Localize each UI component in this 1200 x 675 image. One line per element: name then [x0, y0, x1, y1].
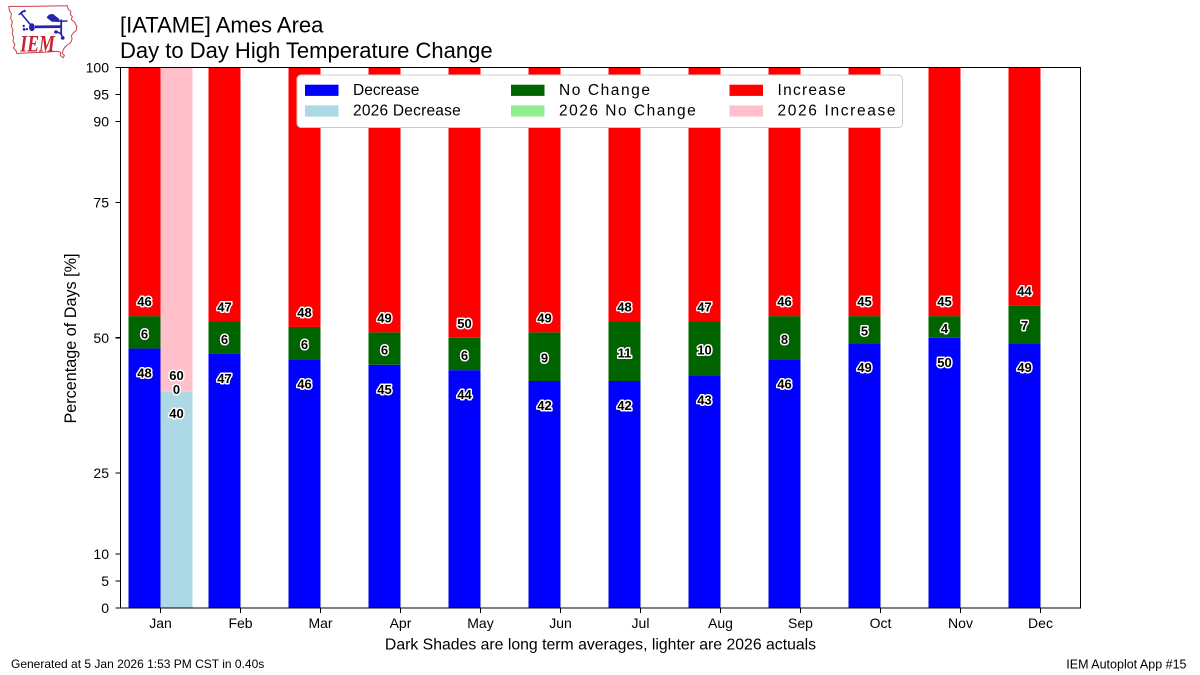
svg-text:95: 95	[93, 87, 109, 103]
svg-text:Jan: Jan	[149, 615, 172, 631]
svg-text:47: 47	[217, 371, 231, 386]
svg-text:2026 Increase: 2026 Increase	[778, 103, 896, 120]
svg-text:11: 11	[618, 345, 632, 360]
svg-text:Apr: Apr	[390, 615, 412, 631]
svg-text:6: 6	[461, 348, 468, 363]
svg-text:No Change: No Change	[559, 82, 650, 99]
svg-text:45: 45	[377, 382, 391, 397]
svg-text:44: 44	[1017, 283, 1032, 298]
svg-text:2026 No Change: 2026 No Change	[559, 103, 696, 120]
svg-text:10: 10	[697, 343, 711, 358]
svg-text:49: 49	[1017, 360, 1031, 375]
svg-text:IEM: IEM	[20, 31, 56, 56]
svg-text:Jul: Jul	[632, 615, 650, 631]
svg-text:46: 46	[777, 376, 791, 391]
svg-text:46: 46	[297, 376, 311, 391]
svg-text:50: 50	[937, 355, 951, 370]
svg-text:75: 75	[93, 195, 109, 211]
svg-text:Increase: Increase	[778, 82, 846, 99]
svg-text:46: 46	[137, 294, 151, 309]
svg-text:6: 6	[221, 332, 228, 347]
svg-text:100: 100	[86, 60, 110, 76]
svg-text:47: 47	[697, 300, 711, 315]
svg-text:Sep: Sep	[788, 615, 813, 631]
svg-text:45: 45	[937, 294, 951, 309]
svg-text:44: 44	[457, 387, 472, 402]
svg-text:8: 8	[781, 332, 788, 347]
svg-text:Day to Day High Temperature Ch: Day to Day High Temperature Change	[120, 38, 493, 63]
svg-text:48: 48	[137, 366, 151, 381]
svg-text:50: 50	[457, 316, 471, 331]
svg-text:Feb: Feb	[228, 615, 252, 631]
svg-text:9: 9	[541, 351, 548, 366]
svg-text:5: 5	[101, 573, 109, 589]
svg-text:Nov: Nov	[948, 615, 973, 631]
svg-text:Oct: Oct	[870, 615, 892, 631]
svg-text:49: 49	[377, 310, 391, 325]
svg-text:49: 49	[537, 310, 551, 325]
svg-text:42: 42	[617, 398, 631, 413]
svg-text:43: 43	[697, 393, 711, 408]
svg-text:Jun: Jun	[549, 615, 572, 631]
svg-text:Decrease: Decrease	[353, 82, 419, 99]
svg-text:Aug: Aug	[708, 615, 733, 631]
svg-text:60: 60	[169, 368, 183, 383]
svg-text:46: 46	[777, 294, 791, 309]
svg-text:48: 48	[297, 305, 311, 320]
svg-text:Dec: Dec	[1028, 615, 1053, 631]
svg-text:50: 50	[93, 330, 109, 346]
svg-text:5: 5	[861, 324, 868, 339]
svg-text:6: 6	[301, 337, 308, 352]
svg-text:Mar: Mar	[308, 615, 332, 631]
svg-text:0: 0	[101, 600, 109, 616]
svg-text:2026 Decrease: 2026 Decrease	[353, 103, 461, 120]
svg-text:90: 90	[93, 114, 109, 130]
svg-text:Percentage of Days [%]: Percentage of Days [%]	[62, 253, 80, 423]
svg-text:47: 47	[217, 300, 231, 315]
svg-text:4: 4	[941, 321, 949, 336]
svg-text:6: 6	[381, 343, 388, 358]
svg-text:7: 7	[1021, 318, 1028, 333]
svg-text:42: 42	[537, 398, 551, 413]
svg-text:48: 48	[617, 300, 631, 315]
svg-text:49: 49	[857, 360, 871, 375]
svg-text:[IATAME] Ames Area: [IATAME] Ames Area	[120, 13, 324, 38]
svg-text:0: 0	[173, 382, 180, 397]
svg-text:10: 10	[93, 546, 109, 562]
svg-text:May: May	[467, 615, 493, 631]
svg-text:IEM Autoplot App #15: IEM Autoplot App #15	[1066, 658, 1186, 672]
svg-text:25: 25	[93, 465, 109, 481]
svg-text:Generated at 5 Jan 2026 1:53 P: Generated at 5 Jan 2026 1:53 PM CST in 0…	[11, 657, 264, 671]
svg-text:6: 6	[141, 326, 148, 341]
svg-text:40: 40	[169, 406, 183, 421]
svg-text:45: 45	[857, 294, 871, 309]
svg-text:Dark Shades are long term aver: Dark Shades are long term averages, ligh…	[385, 636, 816, 653]
